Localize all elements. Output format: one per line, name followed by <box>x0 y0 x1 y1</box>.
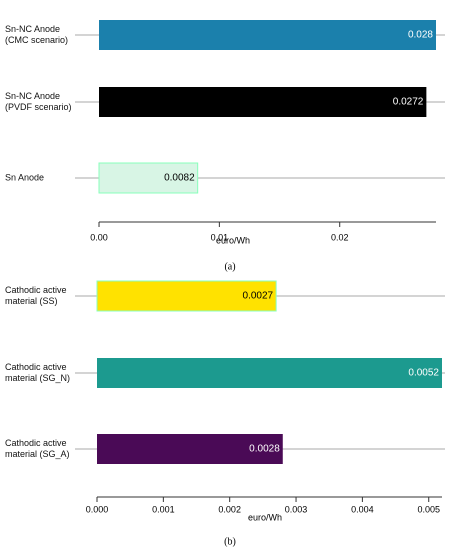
category-label: Cathodic active material (SS) <box>5 285 67 306</box>
bar <box>99 87 427 117</box>
category-label: Cathodic active material (SG_N) <box>5 362 71 383</box>
bar <box>98 162 199 194</box>
x-tick-label: 0.01 <box>211 232 229 242</box>
category-label: Sn Anode <box>5 172 45 183</box>
x-axis-label: euro/Wh <box>248 512 282 522</box>
category-label: Cathodic active material (SG_A) <box>5 438 70 459</box>
value-label: 0.028 <box>408 30 433 41</box>
value-label: 0.0052 <box>408 368 439 379</box>
x-tick-label: 0.003 <box>285 504 308 514</box>
bar <box>96 280 277 312</box>
bar <box>99 20 436 50</box>
x-tick-label: 0.001 <box>152 504 175 514</box>
bar <box>97 434 283 464</box>
x-tick-label: 0.000 <box>86 504 109 514</box>
value-label: 0.0027 <box>243 291 274 302</box>
caption: (a) <box>224 261 235 272</box>
value-label: 0.0028 <box>249 444 280 455</box>
x-axis-label: euro/Wh <box>216 235 250 245</box>
x-tick-label: 0.002 <box>218 504 241 514</box>
x-tick-label: 0.00 <box>90 232 108 242</box>
x-tick-label: 0.004 <box>351 504 374 514</box>
category-label: Sn-NC Anode (PVDF scenario) <box>5 91 72 112</box>
caption: (b) <box>224 536 236 547</box>
bar <box>97 358 442 388</box>
value-label: 0.0272 <box>393 97 424 108</box>
x-tick-label: 0.02 <box>331 232 349 242</box>
value-label: 0.0082 <box>164 173 195 184</box>
category-label: Sn-NC Anode (CMC scenario) <box>5 24 69 45</box>
x-tick-label: 0.005 <box>417 504 440 514</box>
